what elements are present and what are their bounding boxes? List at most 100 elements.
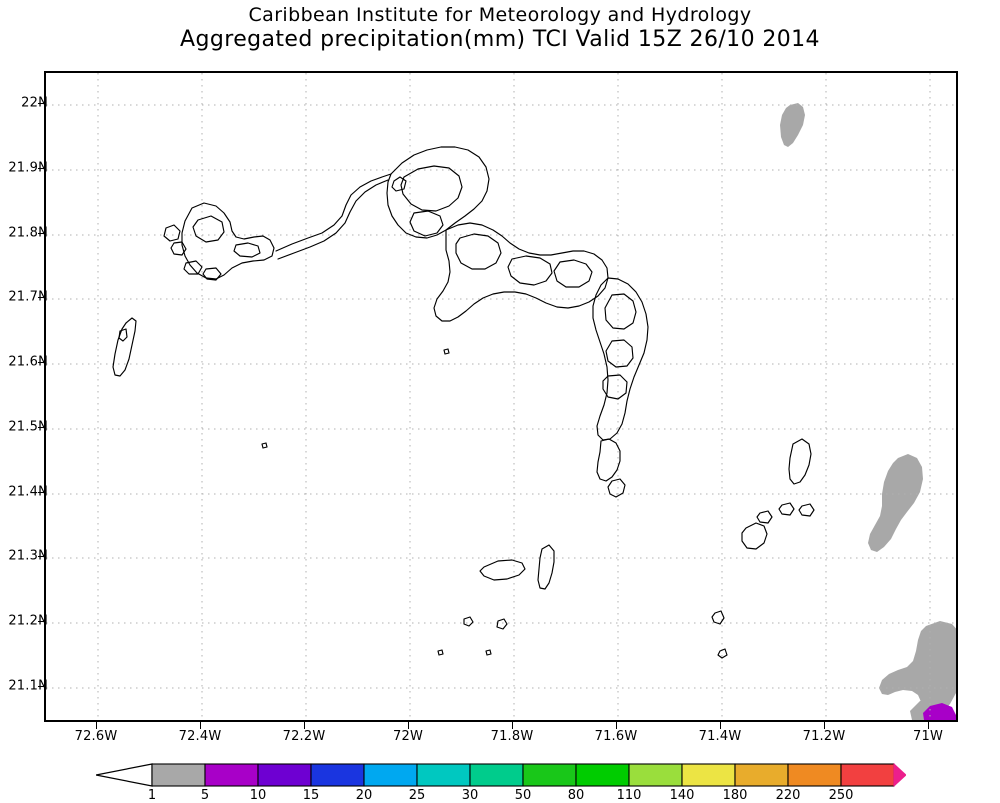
coastline-providenciales-cay-4 (202, 267, 222, 281)
x-tick-mark (96, 722, 97, 729)
colorbar-segments (151, 763, 895, 787)
map-background (46, 73, 956, 720)
coastline-middle-caicos-inner-2 (507, 255, 553, 286)
coastline-north-caicos-lagoon-1 (400, 165, 463, 212)
x-tick-label-71.8w: 71.8W (490, 729, 534, 744)
coastline-east-caicos-inner-1 (604, 293, 637, 330)
coastline-providenciales-cay-1 (163, 224, 181, 242)
x-tick-label-72.4w: 72.4W (178, 729, 222, 744)
x-tick-mark (720, 722, 721, 729)
coastline-cay-ambergris-1 (479, 559, 526, 581)
coastline-west-caicos-inner (118, 328, 128, 342)
coastline-middle-caicos-inner-1 (455, 233, 502, 270)
colorbar-segment-50 (522, 763, 577, 787)
colorbar-tick-220: 220 (775, 788, 801, 803)
y-tick-label-21.1n: 21.1N (8, 678, 48, 694)
colorbar-tick-10: 10 (249, 788, 267, 803)
coastline-speck-5 (443, 348, 450, 355)
figure-title-block: Caribbean Institute for Meteorology and … (0, 4, 1000, 53)
y-tick-mark (38, 233, 45, 234)
coastline-cay-small-1 (463, 616, 474, 627)
institute-title: Caribbean Institute for Meteorology and … (248, 4, 752, 26)
x-tick-mark (304, 722, 305, 729)
y-tick-mark (38, 556, 45, 557)
colorbar-segment-15 (310, 763, 365, 787)
colorbar-tick-25: 25 (408, 788, 426, 803)
y-tick-mark (38, 621, 45, 622)
x-tick-label-72w: 72W (393, 729, 423, 744)
coastline-providenciales-inner-2 (233, 242, 261, 258)
colorbar-segment-110 (628, 763, 683, 787)
colorbar-tick-140: 140 (669, 788, 695, 803)
y-tick-label-21.2n: 21.2N (8, 613, 48, 629)
y-tick-mark (38, 362, 45, 363)
colorbar-segment-180 (734, 763, 789, 787)
precip-region-gray-southeast (879, 621, 956, 714)
precip-region-purple-corner (923, 703, 956, 720)
y-tick-label-22n: 22N (21, 95, 48, 111)
colorbar-tick-20: 20 (355, 788, 373, 803)
coastline-east-caicos-inner-2 (605, 339, 634, 368)
colorbar-segment-30 (469, 763, 524, 787)
colorbar-tick-250: 250 (828, 788, 854, 803)
y-tick-label-21.5n: 21.5N (8, 419, 48, 435)
coastline-east-caicos-inner-3 (602, 374, 628, 400)
coastline-salt-cay (741, 522, 768, 550)
coastline-middle-caicos-inner-3 (553, 259, 593, 288)
y-tick-mark (38, 103, 45, 104)
coastline-speck-3 (485, 649, 492, 656)
x-tick-label-71w: 71W (913, 729, 943, 744)
colorbar-tick-180: 180 (722, 788, 748, 803)
colorbar[interactable]: 1 5 10 15 20 25 30 50 80 110 140 180 220… (96, 762, 906, 803)
precip-region-gray-east (868, 454, 923, 552)
precip-region-gray-north (780, 103, 805, 147)
coastline-pine-cay-south (277, 179, 389, 260)
colorbar-tick-110: 110 (616, 788, 642, 803)
x-tick-label-72.2w: 72.2W (282, 729, 326, 744)
colorbar-segment-10 (257, 763, 312, 787)
colorbar-under-arrow (96, 763, 153, 787)
coastline-cay-small-2 (496, 618, 508, 630)
coastline-north-caicos-edge (391, 176, 407, 192)
x-tick-label-71.6w: 71.6W (594, 729, 638, 744)
coastline-west-caicos (112, 317, 137, 377)
colorbar-segment-20 (363, 763, 418, 787)
colorbar-tick-15: 15 (302, 788, 320, 803)
coastline-long-cay (607, 478, 626, 498)
colorbar-tick-30: 30 (461, 788, 479, 803)
x-tick-mark (928, 722, 929, 729)
colorbar-segment-140 (681, 763, 736, 787)
y-tick-mark (38, 427, 45, 428)
coastline-turks-cay-2 (798, 503, 815, 517)
y-tick-mark (38, 686, 45, 687)
coastline-middle-caicos (433, 222, 609, 322)
x-tick-label-72.6w: 72.6W (74, 729, 118, 744)
y-tick-mark (38, 168, 45, 169)
colorbar-segment-80 (575, 763, 630, 787)
coastline-grand-turk (788, 438, 812, 485)
colorbar-tick-80: 80 (567, 788, 585, 803)
coastline-turks-cay-1 (778, 502, 795, 516)
coastline-layer (112, 146, 815, 659)
x-tick-label-71.4w: 71.4W (698, 729, 742, 744)
x-tick-mark (512, 722, 513, 729)
coastline-providenciales-cay-2 (170, 241, 187, 256)
coastline-providenciales (181, 202, 275, 280)
x-tick-mark (824, 722, 825, 729)
y-tick-label-21.7n: 21.7N (8, 289, 48, 305)
y-tick-mark (38, 492, 45, 493)
coastline-providenciales-inner-1 (192, 215, 225, 243)
x-tick-label-71.2w: 71.2W (802, 729, 846, 744)
y-tick-label-21.6n: 21.6N (8, 354, 48, 370)
page-title: Aggregated precipitation(mm) TCI Valid 1… (180, 27, 820, 52)
coastline-north-caicos (386, 146, 490, 239)
coastline-pine-cay (275, 173, 392, 252)
coastline-speck-2 (437, 649, 444, 656)
coastline-cay-ambergris-2 (537, 544, 555, 590)
colorbar-segment-250 (840, 763, 895, 787)
map-plot-area[interactable] (44, 71, 958, 722)
precipitation-fill-layer (780, 103, 956, 720)
x-tick-mark (200, 722, 201, 729)
coastline-turks-cay-3 (756, 510, 773, 524)
